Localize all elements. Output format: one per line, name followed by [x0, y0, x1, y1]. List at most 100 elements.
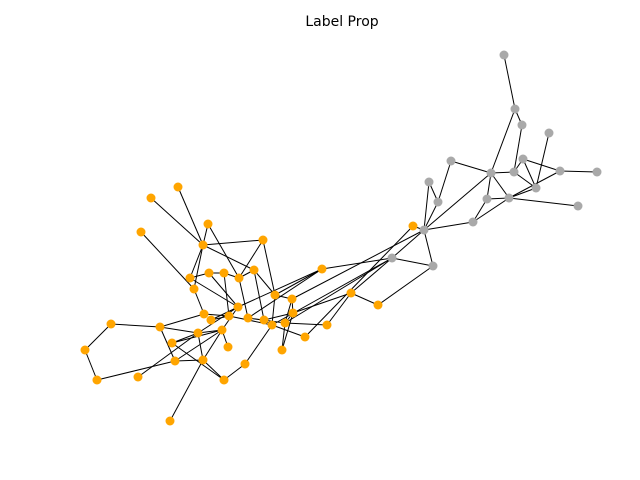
edge — [522, 158, 537, 189]
chart-title: Label Prop — [305, 14, 378, 30]
node — [499, 50, 509, 60]
node — [419, 225, 429, 235]
edge — [197, 306, 239, 334]
edge — [281, 322, 286, 351]
edge — [490, 172, 510, 199]
node — [240, 359, 250, 369]
edge — [238, 239, 264, 279]
node — [173, 182, 183, 192]
node — [259, 315, 269, 325]
node — [189, 284, 199, 294]
edge — [271, 324, 306, 338]
node — [258, 235, 268, 245]
edge — [159, 313, 205, 328]
node — [531, 183, 541, 193]
node — [223, 342, 233, 352]
edge — [423, 172, 492, 231]
edge — [237, 268, 323, 308]
node — [167, 338, 177, 348]
node — [198, 240, 208, 250]
edge — [423, 221, 474, 231]
node — [224, 311, 234, 321]
node — [446, 156, 456, 166]
node — [92, 375, 102, 385]
node — [322, 320, 332, 330]
edge — [174, 359, 204, 362]
edge — [508, 187, 537, 199]
edge — [84, 323, 112, 351]
edge — [508, 197, 579, 207]
edge — [274, 268, 323, 296]
node — [346, 288, 356, 298]
edge — [326, 292, 352, 326]
edges — [84, 54, 598, 422]
node — [185, 273, 195, 283]
edge — [503, 54, 516, 110]
edge — [423, 229, 434, 267]
edge — [262, 239, 276, 296]
node — [106, 319, 116, 329]
node — [270, 290, 280, 300]
node — [243, 313, 253, 323]
node — [468, 217, 478, 227]
edge — [159, 326, 176, 362]
edge — [207, 223, 240, 279]
edge — [391, 229, 425, 259]
node — [573, 201, 583, 211]
edge — [174, 329, 223, 362]
edge — [423, 201, 439, 231]
node — [408, 221, 418, 231]
edge — [140, 231, 195, 290]
node — [486, 168, 496, 178]
edge — [271, 294, 276, 326]
node — [509, 167, 519, 177]
node — [234, 273, 244, 283]
edge — [490, 108, 516, 174]
edge — [253, 269, 265, 321]
edge — [513, 124, 523, 173]
edge — [244, 324, 273, 365]
edge — [472, 197, 510, 223]
node — [170, 356, 180, 366]
node — [233, 302, 243, 312]
node — [203, 219, 213, 229]
node — [267, 320, 277, 330]
edge — [263, 312, 294, 321]
edge — [291, 229, 425, 300]
nodes — [80, 50, 602, 426]
edge — [350, 257, 393, 294]
node — [199, 309, 209, 319]
node — [80, 345, 90, 355]
edge — [292, 292, 352, 314]
edge — [304, 225, 414, 338]
node — [517, 120, 527, 130]
edge — [197, 332, 204, 361]
edge — [137, 332, 199, 378]
edge — [150, 197, 204, 246]
edge — [210, 306, 239, 321]
edge — [377, 265, 434, 306]
edge — [208, 272, 239, 308]
node — [433, 197, 443, 207]
node — [287, 294, 297, 304]
node — [592, 167, 602, 177]
node — [198, 355, 208, 365]
node — [193, 328, 203, 338]
edge — [284, 257, 393, 324]
node — [280, 318, 290, 328]
edge — [110, 323, 161, 328]
edge — [284, 322, 328, 326]
node — [544, 128, 554, 138]
node — [482, 194, 492, 204]
edge — [238, 277, 249, 319]
node — [317, 264, 327, 274]
node — [133, 372, 143, 382]
node — [428, 261, 438, 271]
node — [518, 154, 528, 164]
node — [249, 265, 259, 275]
edge — [247, 268, 323, 319]
edge — [169, 359, 204, 422]
node — [204, 268, 214, 278]
edge — [159, 326, 199, 334]
